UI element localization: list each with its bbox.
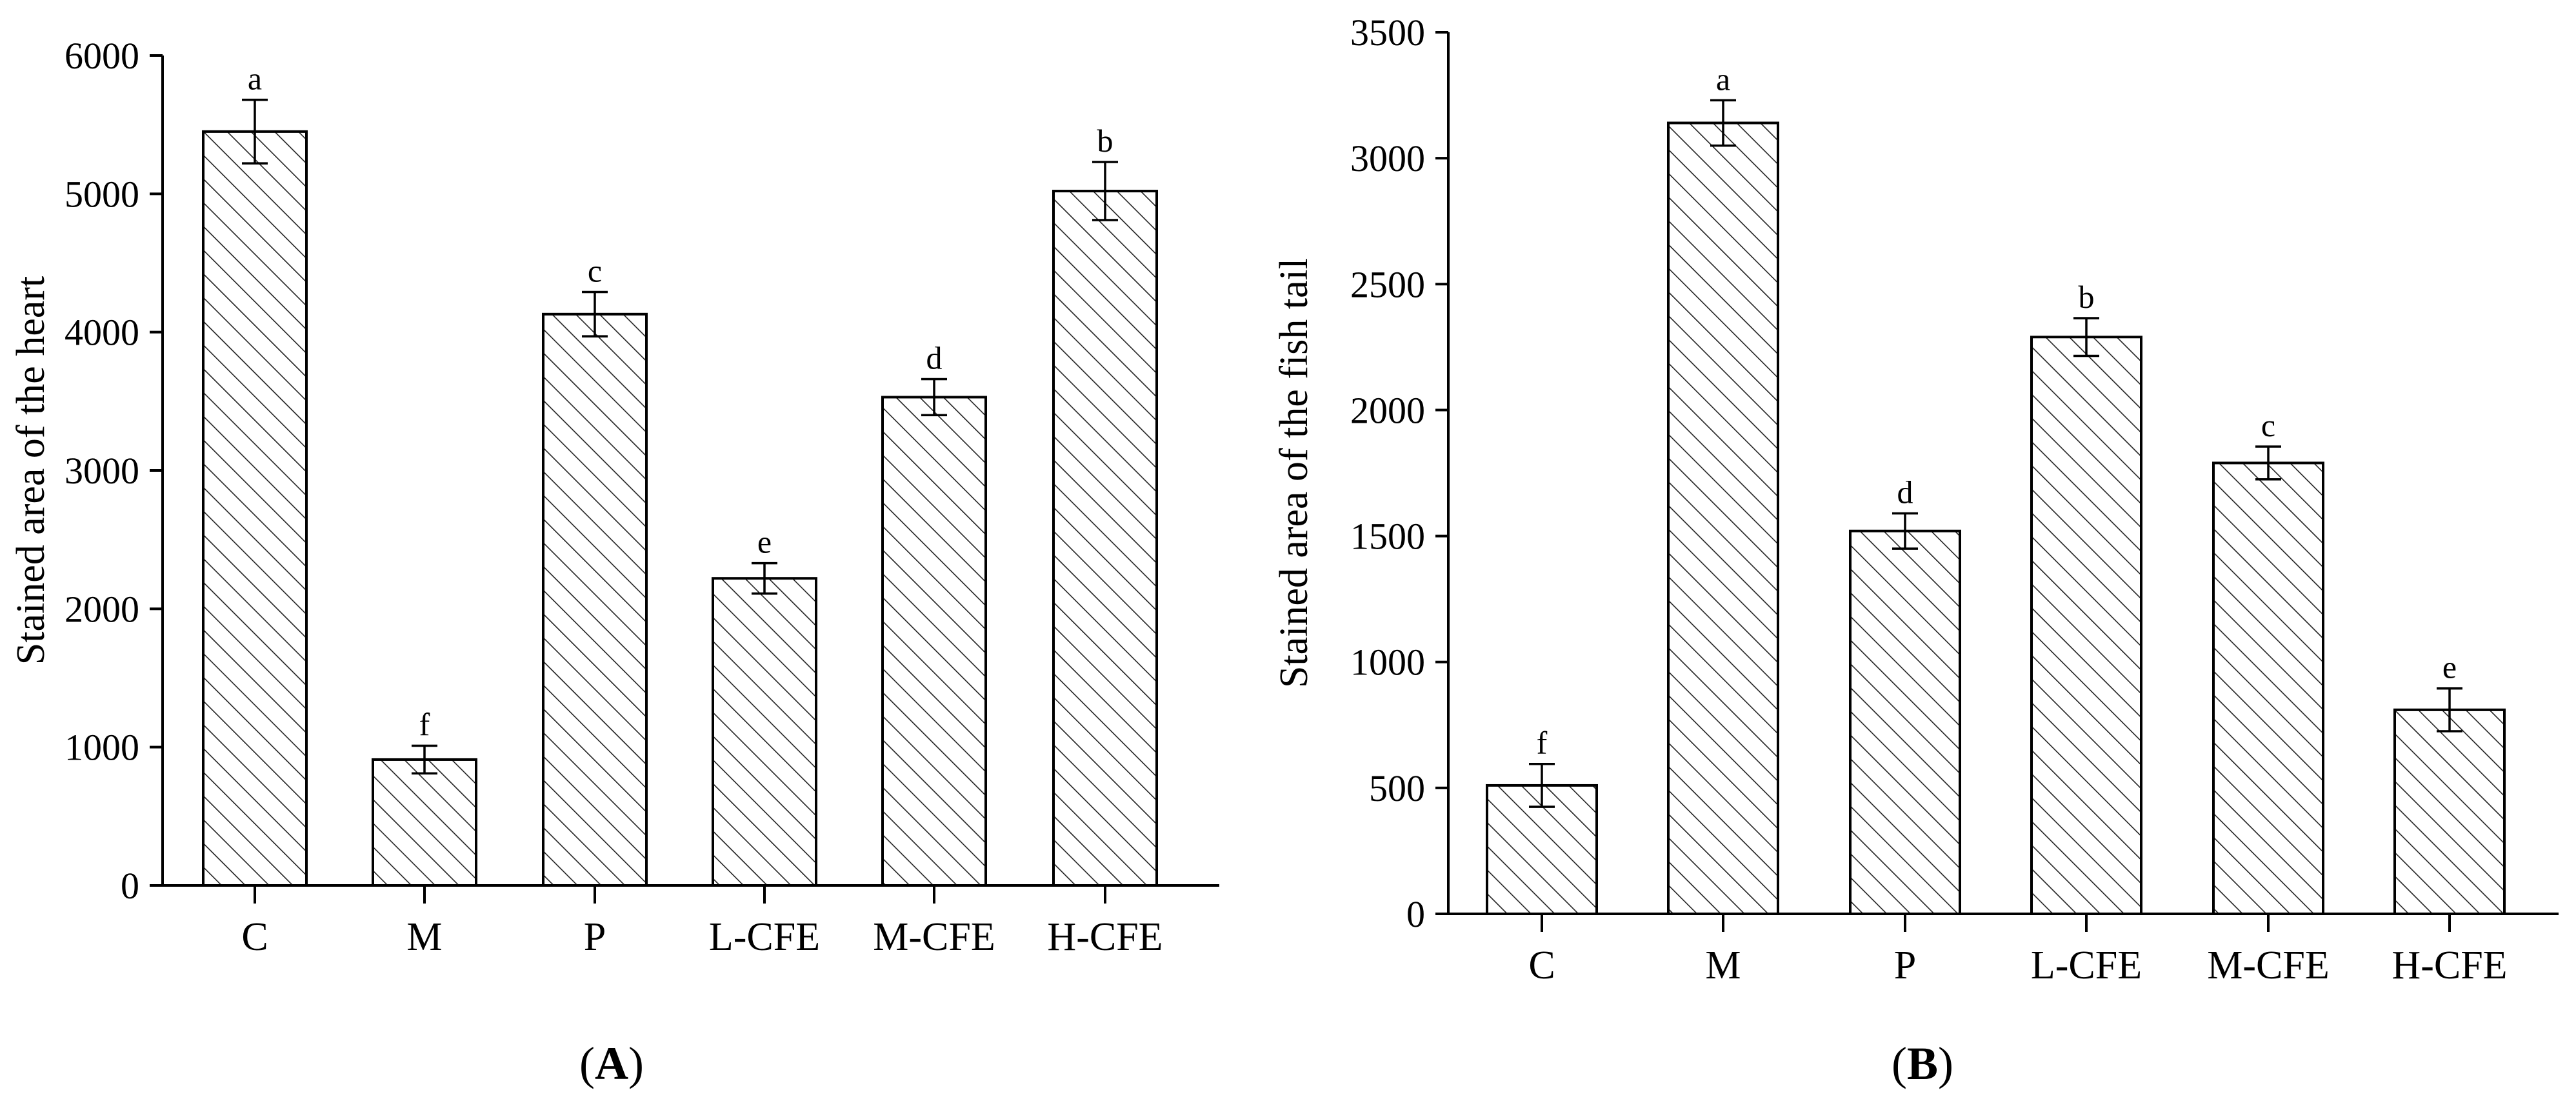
bar bbox=[881, 396, 987, 887]
significance-letter: d bbox=[926, 340, 943, 376]
y-tick-label: 4000 bbox=[65, 312, 139, 354]
bar bbox=[542, 312, 648, 887]
y-tick-label: 1000 bbox=[65, 727, 139, 769]
bar bbox=[1667, 121, 1779, 916]
significance-letter: c bbox=[588, 253, 602, 289]
y-tick-label: 1000 bbox=[1350, 641, 1425, 683]
x-tick-label: M bbox=[1705, 944, 1741, 987]
y-tick-label: 3000 bbox=[65, 450, 139, 492]
significance-letter: b bbox=[2079, 279, 2095, 315]
x-ticks: C M P L-CFE M-CFE H-CFE bbox=[1528, 914, 2508, 987]
bars: f a d b c e bbox=[1486, 61, 2506, 916]
significance-letter: d bbox=[1897, 474, 1913, 510]
bar bbox=[2030, 336, 2142, 915]
y-tick-label: 2500 bbox=[1350, 263, 1425, 305]
x-tick-label: C bbox=[1528, 944, 1555, 987]
panel-label: (B) bbox=[1892, 1038, 1953, 1089]
y-axis-label: Stained area of the heart bbox=[9, 276, 53, 665]
significance-letter: f bbox=[419, 707, 430, 743]
y-tick-label: 5000 bbox=[65, 173, 139, 215]
x-ticks: C M P L-CFE M-CFE H-CFE bbox=[241, 885, 1163, 959]
x-tick-label: H-CFE bbox=[1047, 915, 1163, 959]
significance-letter: e bbox=[2442, 649, 2457, 685]
x-tick-label: P bbox=[1894, 944, 1916, 987]
x-tick-label: L-CFE bbox=[2031, 944, 2142, 987]
y-tick-label: 0 bbox=[121, 865, 139, 907]
significance-letter: a bbox=[248, 61, 262, 97]
chart-panel-b: 0 500 1000 1500 2000 2500 3000 3500 f a d b c e C M P L… bbox=[1272, 12, 2559, 1089]
significance-letter: c bbox=[2261, 407, 2275, 443]
y-tick-label: 0 bbox=[1406, 893, 1425, 935]
panel-label: (A) bbox=[579, 1038, 644, 1089]
bar bbox=[712, 577, 817, 887]
y-ticks: 0 500 1000 1500 2000 2500 3000 3500 bbox=[1350, 12, 1448, 935]
y-tick-label: 3500 bbox=[1350, 12, 1425, 54]
bar bbox=[2212, 461, 2324, 915]
x-tick-label: M-CFE bbox=[2207, 944, 2329, 987]
y-ticks: 0 1000 2000 3000 4000 5000 6000 bbox=[65, 35, 163, 907]
significance-letter: f bbox=[1537, 725, 1548, 761]
y-tick-label: 3000 bbox=[1350, 137, 1425, 179]
significance-letter: b bbox=[1097, 123, 1113, 159]
x-tick-label: C bbox=[241, 915, 268, 959]
x-tick-label: H-CFE bbox=[2391, 944, 2507, 987]
y-tick-label: 2000 bbox=[65, 588, 139, 630]
x-tick-label: P bbox=[584, 915, 606, 959]
significance-letter: e bbox=[757, 524, 772, 560]
y-tick-label: 1500 bbox=[1350, 516, 1425, 558]
bars: a f c e d b bbox=[202, 61, 1158, 887]
y-tick-label: 500 bbox=[1369, 767, 1425, 809]
x-tick-label: M-CFE bbox=[873, 915, 995, 959]
bar bbox=[372, 758, 477, 887]
y-tick-label: 6000 bbox=[65, 35, 139, 77]
bar bbox=[2393, 708, 2506, 915]
chart-panel-a: 0 1000 2000 3000 4000 5000 6000 a f c e d b C M P L-CF… bbox=[9, 35, 1219, 1089]
bar bbox=[1849, 529, 1961, 915]
y-axis-label: Stained area of the fish tail bbox=[1272, 258, 1316, 688]
bar bbox=[202, 130, 308, 887]
bar bbox=[1052, 190, 1158, 887]
y-tick-label: 2000 bbox=[1350, 389, 1425, 431]
x-tick-label: M bbox=[406, 915, 442, 959]
x-tick-label: L-CFE bbox=[709, 915, 820, 959]
significance-letter: a bbox=[1716, 61, 1730, 97]
